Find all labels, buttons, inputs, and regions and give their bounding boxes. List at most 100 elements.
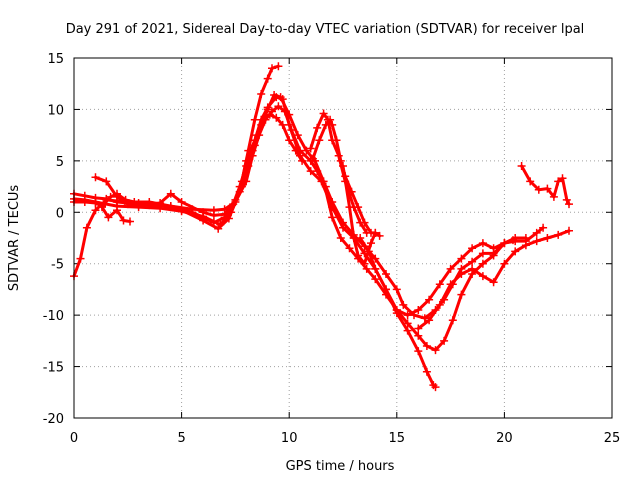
data-point-marker: [104, 213, 113, 222]
series-track-11: [414, 226, 573, 333]
data-point-marker: [457, 270, 466, 278]
data-point-marker: [489, 251, 498, 260]
data-point-marker: [313, 123, 322, 132]
data-point-marker: [422, 367, 431, 376]
data-point-marker: [371, 228, 380, 237]
data-point-marker: [360, 259, 369, 268]
data-point-marker: [356, 234, 365, 242]
data-point-marker: [235, 182, 244, 191]
data-point-marker: [80, 198, 89, 206]
x-axis-label: GPS time / hours: [286, 459, 395, 474]
data-point-marker: [220, 213, 229, 222]
data-point-marker: [410, 311, 418, 320]
data-point-marker: [565, 226, 573, 235]
data-point-marker: [543, 184, 552, 193]
data-point-marker: [298, 156, 307, 165]
series-track-9: [339, 162, 384, 268]
data-point-marker: [534, 185, 543, 194]
data-point-marker: [252, 131, 261, 140]
data-point-marker: [425, 295, 434, 304]
data-point-marker: [478, 272, 487, 281]
x-tick-label: 25: [604, 431, 621, 446]
data-point-marker: [468, 257, 477, 266]
y-tick-label: 5: [56, 155, 64, 170]
data-point-marker: [446, 280, 455, 289]
data-point-marker: [403, 326, 412, 335]
data-point-marker: [259, 115, 268, 124]
data-point-marker: [98, 203, 106, 212]
data-point-marker: [119, 216, 128, 225]
data-point-marker: [199, 213, 208, 222]
y-tick-label: 15: [47, 52, 64, 67]
data-point-marker: [257, 90, 266, 98]
data-point-marker: [177, 198, 186, 206]
data-point-marker: [121, 195, 130, 204]
data-point-marker: [328, 136, 337, 145]
data-point-marker: [308, 154, 317, 163]
data-point-marker: [554, 177, 563, 186]
data-point-marker: [188, 208, 197, 217]
data-point-marker: [558, 174, 567, 183]
data-point-marker: [478, 249, 487, 258]
data-point-marker: [382, 270, 390, 278]
y-tick-label: -5: [51, 258, 64, 273]
y-tick-label: -10: [43, 309, 64, 324]
data-point-marker: [166, 189, 175, 198]
x-tick-label: 5: [177, 431, 185, 446]
series-track-6: [98, 203, 134, 226]
data-point-marker: [414, 347, 423, 356]
data-point-marker: [468, 264, 477, 273]
data-point-marker: [446, 264, 455, 273]
x-tick-label: 0: [70, 431, 78, 446]
series-line: [100, 205, 132, 223]
data-point-marker: [562, 195, 571, 204]
x-tick-label: 15: [389, 431, 406, 446]
data-point-marker: [302, 146, 311, 155]
data-point-marker: [285, 136, 294, 145]
data-point-marker: [323, 115, 332, 124]
data-point-marker: [339, 218, 347, 227]
data-point-marker: [334, 151, 343, 160]
data-point-marker: [371, 264, 380, 273]
data-point-marker: [216, 220, 225, 229]
series-track-10: [356, 234, 440, 392]
data-point-marker: [500, 259, 509, 268]
data-point-marker: [130, 198, 139, 206]
data-point-marker: [268, 64, 276, 73]
data-point-marker: [478, 239, 487, 248]
data-point-marker: [345, 203, 354, 212]
data-point-marker: [166, 202, 175, 211]
tick-labels: 0 5 10 15 20 25 -20 -15 -10 -5 0 5 10 15: [43, 52, 621, 446]
data-point-marker: [356, 218, 365, 227]
data-point-marker: [209, 211, 218, 220]
y-axis-label: SDTVAR / TECUs: [7, 185, 22, 292]
y-tick-label: 0: [56, 206, 64, 221]
data-point-marker: [549, 192, 558, 201]
plot-frame: [73, 57, 613, 419]
data-point-marker: [375, 231, 384, 240]
series-track-5: [70, 110, 307, 227]
data-point-marker: [285, 110, 294, 119]
data-point-marker: [543, 234, 552, 242]
data-point-marker: [319, 109, 328, 118]
data-series: [70, 62, 573, 392]
data-point-marker: [328, 213, 337, 222]
data-point-marker: [468, 244, 477, 253]
data-point-marker: [517, 162, 526, 170]
data-point-marker: [521, 241, 530, 250]
data-point-marker: [371, 275, 380, 284]
data-point-marker: [532, 228, 541, 237]
data-point-marker: [274, 62, 283, 71]
data-point-marker: [113, 189, 121, 198]
data-point-marker: [422, 342, 431, 350]
data-point-marker: [336, 234, 345, 242]
x-tick-label: 20: [496, 431, 513, 446]
series-line: [520, 164, 571, 206]
data-point-marker: [113, 206, 121, 215]
data-point-marker: [431, 383, 440, 392]
data-point-marker: [339, 162, 347, 170]
data-point-marker: [209, 218, 218, 227]
data-point-marker: [362, 264, 371, 273]
data-point-marker: [270, 91, 279, 99]
